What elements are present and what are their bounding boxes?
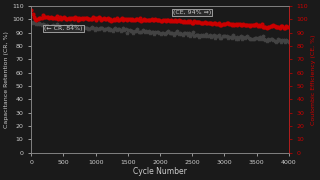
Y-axis label: Capacitance Retention (CR, %): Capacitance Retention (CR, %) — [4, 31, 9, 128]
Text: (CE, 94% ⇒): (CE, 94% ⇒) — [173, 10, 211, 15]
X-axis label: Cycle Number: Cycle Number — [133, 167, 187, 176]
Text: (← CR, 84%): (← CR, 84%) — [44, 26, 83, 31]
Y-axis label: Coulombic Efficiency (CE, %): Coulombic Efficiency (CE, %) — [311, 34, 316, 125]
